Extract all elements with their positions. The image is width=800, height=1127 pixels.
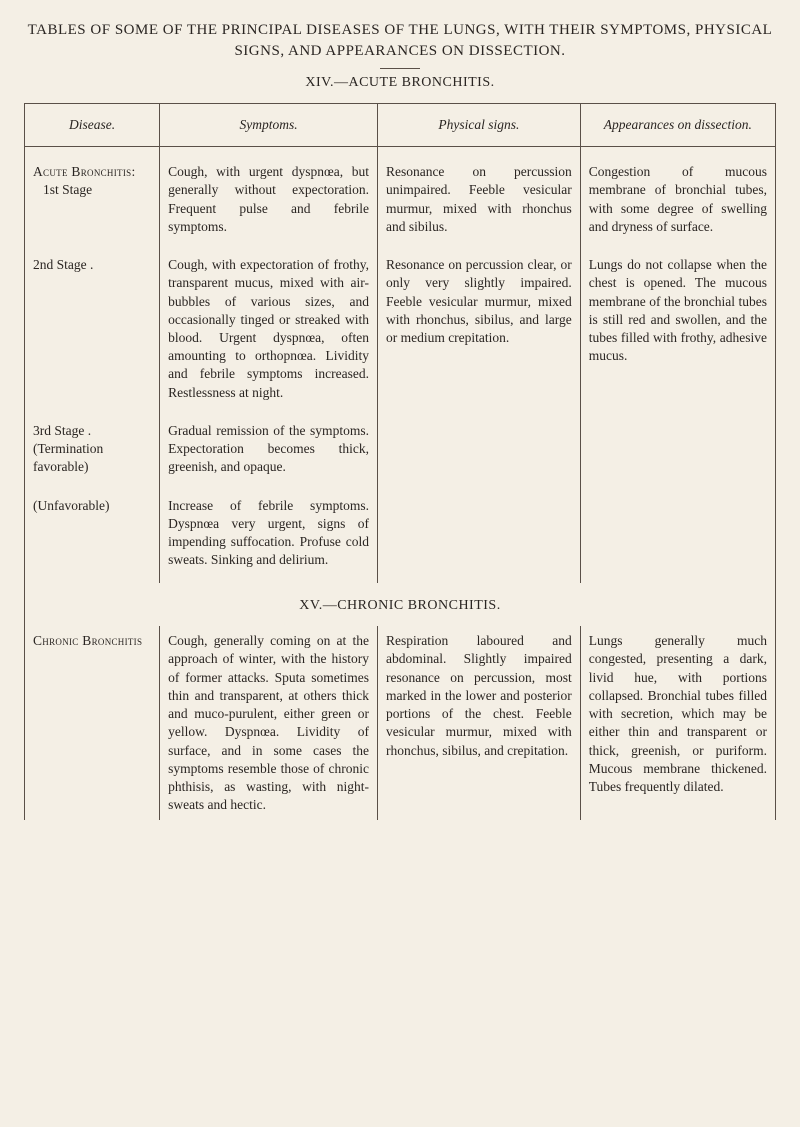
disease-cell: (Unfavorable) (25, 491, 160, 584)
symptoms-cell: Cough, with expectoration of frothy, tra… (160, 250, 378, 416)
symptoms-cell: Gradual remission of the symptoms. Expec… (160, 416, 378, 491)
table-row: (Unfavorable) Increase of febrile sympto… (25, 491, 776, 584)
disease-name: Acute Bronchitis (33, 164, 131, 179)
disease-cell: Chronic Bronchitis (25, 626, 160, 820)
col-symptoms: Symptoms. (160, 104, 378, 147)
disease-table: Disease. Symptoms. Physical signs. Appea… (24, 103, 776, 820)
stage-sub: (Termination favorable) (33, 441, 103, 474)
symptoms-cell: Increase of febrile symptoms. Dyspnœa ve… (160, 491, 378, 584)
col-signs: Physical signs. (377, 104, 580, 147)
symptoms-cell: Cough, with urgent dyspnœa, but generall… (160, 147, 378, 250)
symptoms-cell: Cough, generally coming on at the approa… (160, 626, 378, 820)
table-row: Acute Bronchitis: 1st Stage Cough, with … (25, 147, 776, 250)
stage-label: 2nd Stage . (33, 257, 93, 272)
header-row: Disease. Symptoms. Physical signs. Appea… (25, 104, 776, 147)
appearances-cell: Congestion of mucous membrane of bronchi… (580, 147, 775, 250)
section-xiv-title: XIV.—ACUTE BRONCHITIS. (24, 75, 776, 91)
disease-cell: 3rd Stage . (Termination favorable) (25, 416, 160, 491)
title-block: TABLES OF SOME OF THE PRINCIPAL DISEASES… (24, 20, 776, 91)
signs-cell: Respiration laboured and abdominal. Slig… (377, 626, 580, 820)
stage-label: 1st Stage (43, 182, 92, 197)
stage-label: 3rd Stage . (33, 423, 91, 438)
main-title: TABLES OF SOME OF THE PRINCIPAL DISEASES… (24, 20, 776, 62)
signs-cell (377, 416, 580, 491)
col-appearances: Appearances on dissection. (580, 104, 775, 147)
appearances-cell: Lungs generally much congested, presenti… (580, 626, 775, 820)
appearances-cell (580, 491, 775, 584)
signs-cell (377, 491, 580, 584)
appearances-cell (580, 416, 775, 491)
table-row: 3rd Stage . (Termination favorable) Grad… (25, 416, 776, 491)
table-row: 2nd Stage . Cough, with expectoration of… (25, 250, 776, 416)
section-xv-row: XV.—CHRONIC BRONCHITIS. (25, 583, 776, 626)
disease-cell: Acute Bronchitis: 1st Stage (25, 147, 160, 250)
disease-name: Chronic Bronchitis (33, 633, 142, 648)
signs-cell: Resonance on percussion unimpaired. Feeb… (377, 147, 580, 250)
col-disease: Disease. (25, 104, 160, 147)
stage-label: (Unfavorable) (33, 498, 109, 513)
title-rule (380, 68, 420, 69)
signs-cell: Resonance on percussion clear, or only v… (377, 250, 580, 416)
disease-cell: 2nd Stage . (25, 250, 160, 416)
section-xv-title: XV.—CHRONIC BRONCHITIS. (25, 583, 776, 626)
table-row: Chronic Bronchitis Cough, generally comi… (25, 626, 776, 820)
appearances-cell: Lungs do not collapse when the chest is … (580, 250, 775, 416)
